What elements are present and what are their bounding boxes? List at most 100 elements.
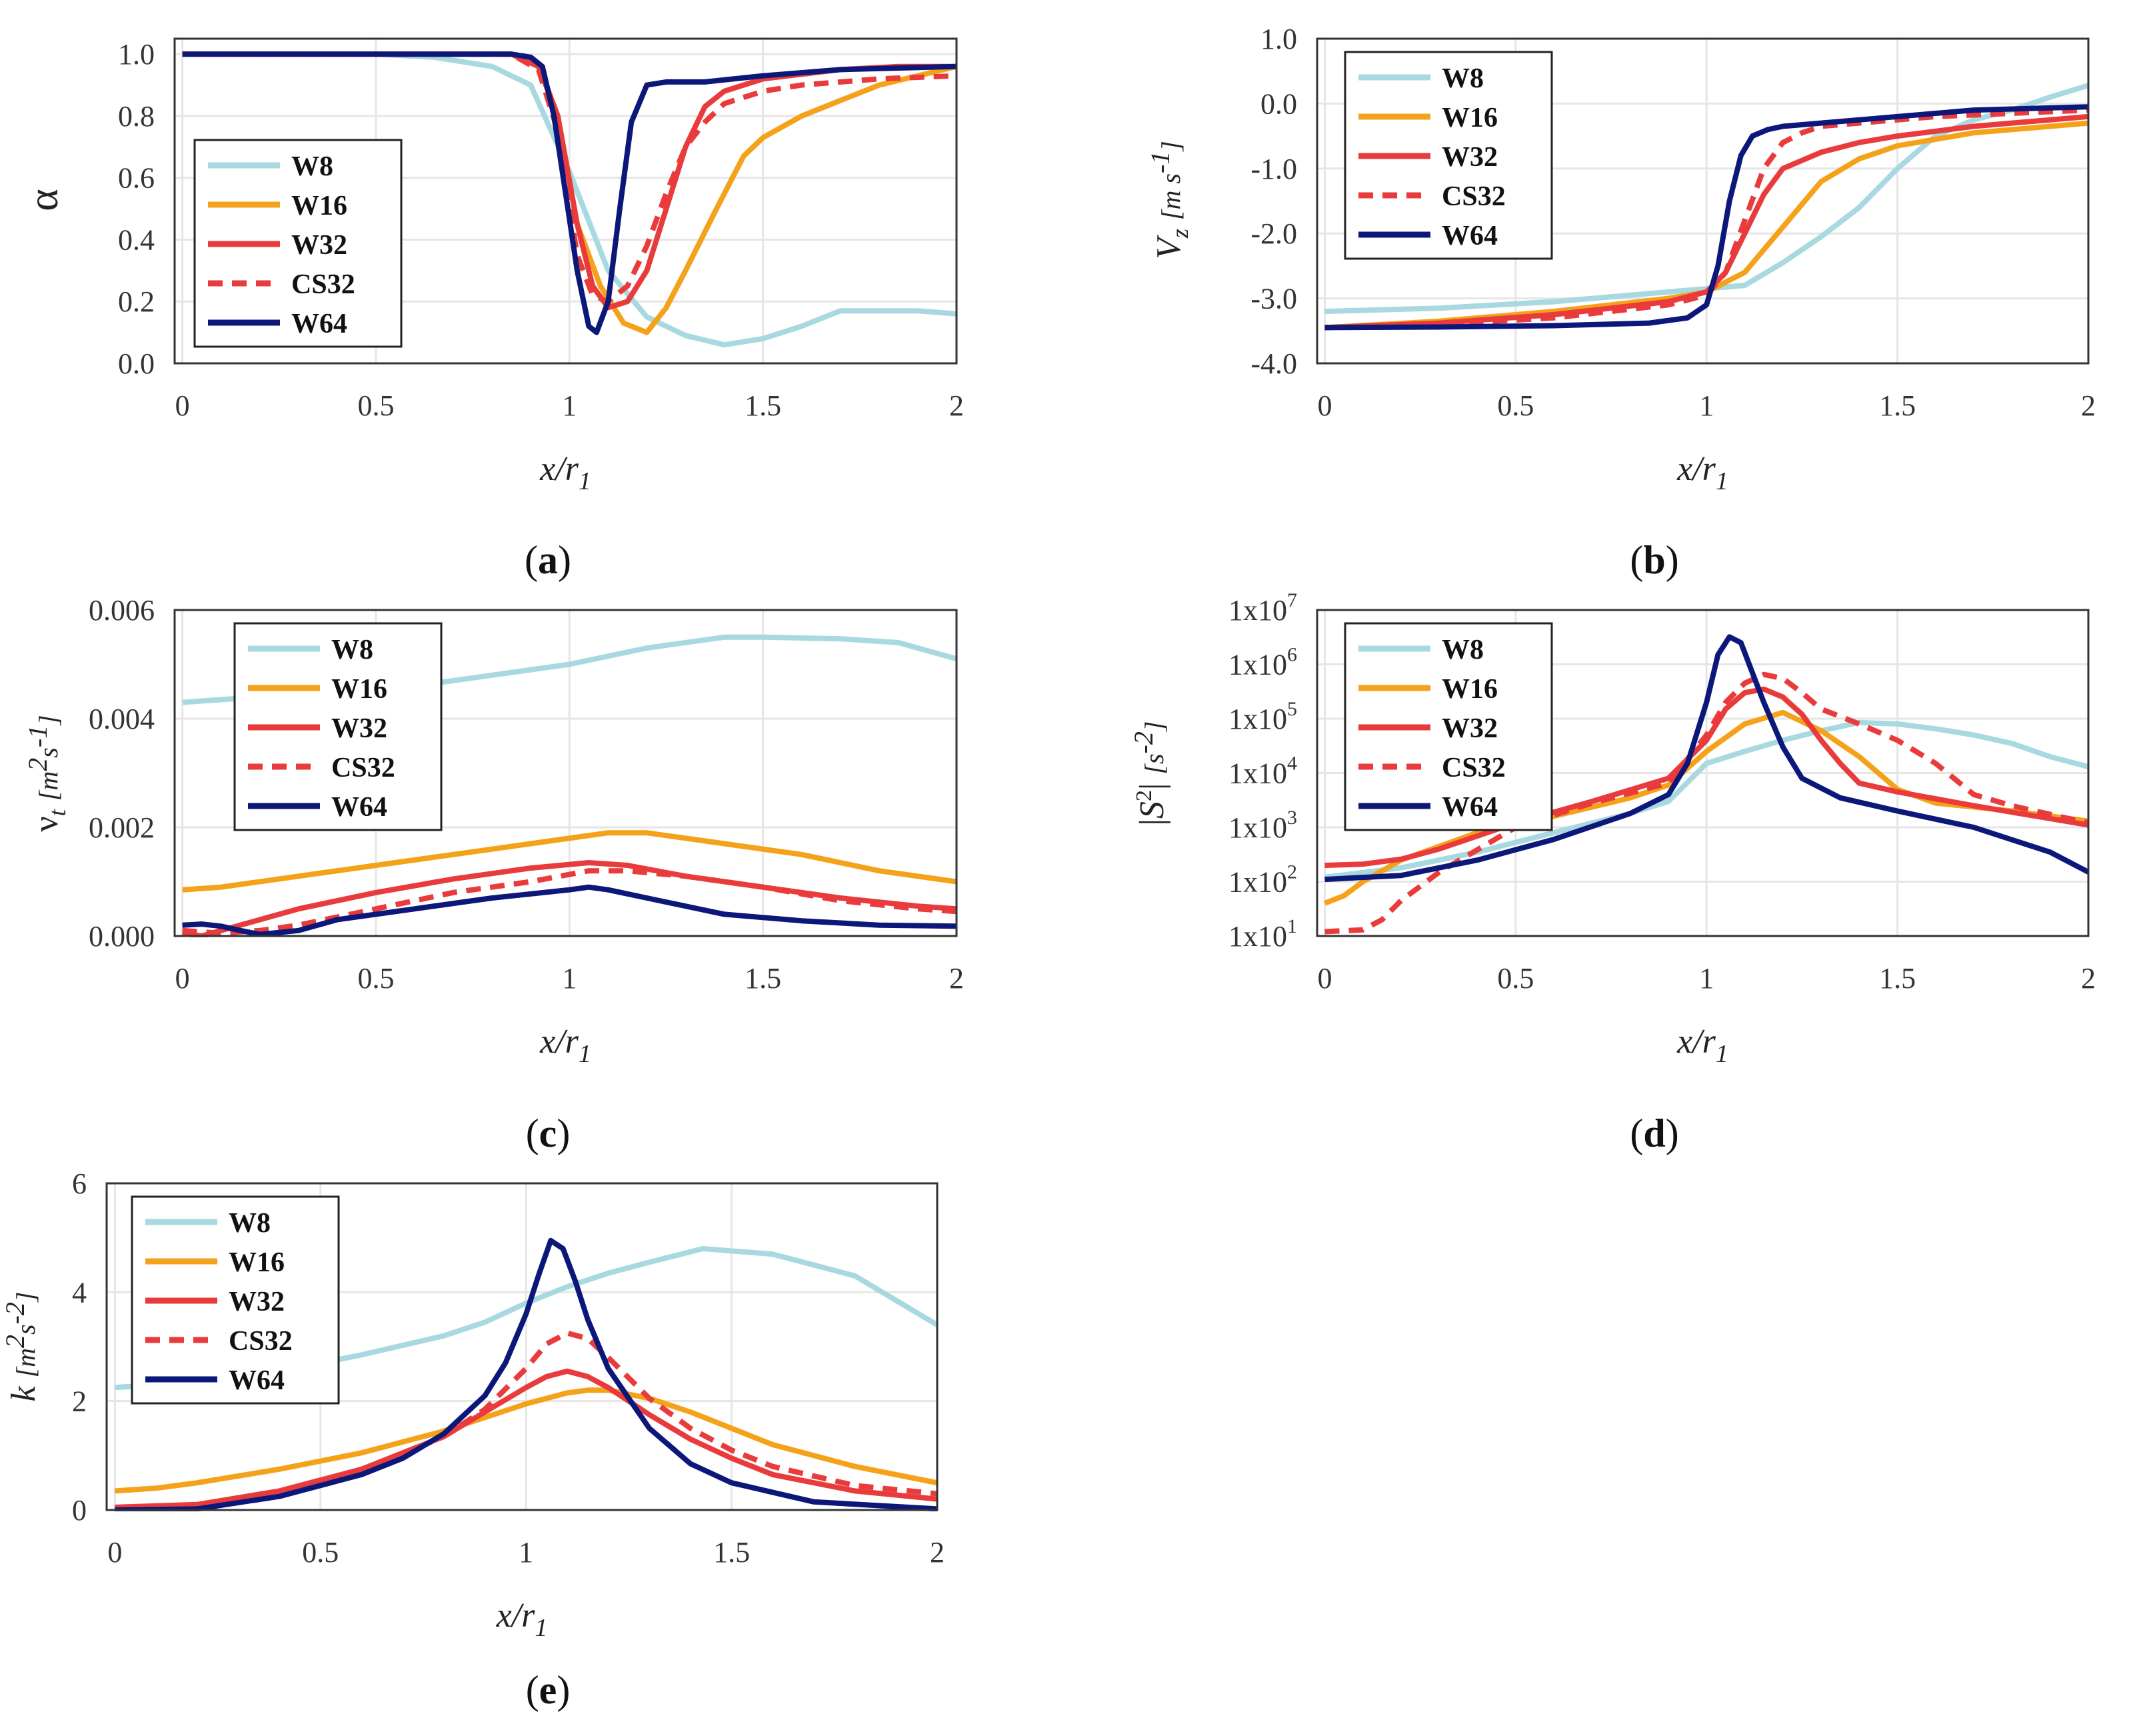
y-tick-label: 0 (72, 1494, 87, 1527)
y-axis-label: k [m2s-2] (0, 1291, 43, 1401)
legend-label-w16: W16 (229, 1247, 285, 1278)
legend-label-w64: W64 (1442, 792, 1498, 823)
panel-c-nut: 0 0.5 1 1.5 2 0.000 0.002 0.004 0.006 x/r1 νt [m2s… (23, 594, 964, 1155)
y-tick-label: 1x107 (1228, 589, 1297, 627)
series-line-w8 (1324, 719, 2088, 880)
legend-label-w32: W32 (1442, 713, 1498, 744)
y-tick-label: 1x103 (1228, 807, 1297, 844)
y-tick-label: -4.0 (1250, 347, 1297, 380)
x-tick-label: 0.5 (357, 962, 394, 995)
x-axis-label: x/r1 (496, 1597, 548, 1642)
legend-label-w16: W16 (1442, 103, 1498, 133)
x-axis-label: x/r1 (1676, 450, 1728, 495)
y-tick-label: 2 (72, 1385, 87, 1418)
panel-b-vz: 0 0.5 1 1.5 2 -4.0 -3.0 -2.0 -1.0 0.0 1.0 x/r1 Vz [m… (1145, 23, 2096, 582)
x-tick-label: 0 (107, 1536, 122, 1569)
y-tick-label: 4 (72, 1276, 87, 1309)
legend-label-w8: W8 (331, 635, 373, 665)
x-axis-label: x/r1 (539, 450, 591, 495)
series-line-w16 (115, 1387, 937, 1494)
legend-label-w32: W32 (291, 230, 347, 261)
series-line-w64 (1324, 634, 2088, 883)
x-tick-label: 1 (1699, 962, 1714, 995)
series-group (1324, 83, 2088, 331)
x-tick-label: 2 (930, 1536, 945, 1569)
plot-frame (105, 1182, 939, 1511)
series-line-cs32 (182, 51, 957, 305)
series-group (1324, 634, 2088, 935)
legend-label-cs32: CS32 (291, 269, 355, 300)
y-tick-label: 1.0 (118, 38, 155, 71)
legend: W8 W16 W32 CS32 W64 (131, 1195, 340, 1405)
plot-frame (173, 609, 958, 937)
legend-label-w32: W32 (229, 1287, 285, 1317)
legend: W8 W16 W32 CS32 W64 (1344, 622, 1553, 831)
x-tick-label: 2 (949, 962, 964, 995)
legend-label-w32: W32 (1442, 142, 1498, 173)
x-tick-label: 2 (2081, 389, 2096, 422)
x-tick-label: 0 (1317, 962, 1332, 995)
legend: W8 W16 W32 CS32 W64 (1344, 51, 1553, 260)
y-tick-label: -1.0 (1250, 153, 1297, 185)
panel-caption: (e) (526, 1668, 571, 1712)
series-line-w16 (1324, 120, 2088, 331)
legend-label-cs32: CS32 (1442, 181, 1506, 212)
legend-label-cs32: CS32 (1442, 753, 1506, 783)
legend: W8 W16 W32 CS32 W64 (233, 622, 443, 831)
x-tick-label: 0 (175, 389, 190, 422)
y-tick-label: 1x102 (1228, 861, 1297, 899)
y-tick-label: -3.0 (1250, 283, 1297, 315)
x-tick-label: 0.5 (357, 389, 394, 422)
series-line-cs32 (1324, 671, 2088, 935)
panel-caption: (c) (526, 1111, 571, 1155)
series-line-cs32 (182, 868, 957, 936)
series-line-cs32 (1324, 107, 2088, 331)
legend-label-cs32: CS32 (331, 753, 395, 783)
y-axis-label: α (19, 189, 67, 211)
y-tick-label: 0.6 (118, 162, 155, 195)
x-tick-label: 1.5 (1879, 389, 1916, 422)
plot-frame (1316, 609, 2090, 937)
x-tick-label: 2 (2081, 962, 2096, 995)
y-axis-label: Vz [m s-1] (1145, 141, 1193, 259)
x-tick-label: 0 (175, 962, 190, 995)
y-tick-label: 0.4 (118, 223, 155, 256)
y-tick-label: 1x106 (1228, 644, 1297, 681)
x-tick-label: 0.5 (302, 1536, 339, 1569)
x-axis-label: x/r1 (1676, 1023, 1728, 1068)
y-tick-label: 0.006 (89, 594, 155, 627)
panel-e-k: 0 0.5 1 1.5 2 0 2 4 6 x/r1 k [m2s-2] W8 W16 W32 CS32 W6… (0, 1167, 945, 1712)
series-line-w16 (182, 830, 957, 893)
legend-label-w64: W64 (331, 792, 387, 823)
legend-label-w16: W16 (291, 191, 347, 221)
x-tick-label: 1 (1699, 389, 1714, 422)
legend-label-w8: W8 (1442, 63, 1484, 94)
plot-frame (173, 37, 958, 365)
legend: W8 W16 W32 CS32 W64 (193, 139, 403, 348)
x-tick-label: 1 (519, 1536, 533, 1569)
panel-caption: (b) (1630, 538, 1678, 582)
x-tick-label: 1.5 (713, 1536, 750, 1569)
y-tick-label: 0.004 (89, 703, 155, 735)
x-tick-label: 0.5 (1497, 389, 1534, 422)
x-tick-label: 1 (562, 962, 577, 995)
x-tick-label: 0 (1317, 389, 1332, 422)
y-tick-label: -2.0 (1250, 217, 1297, 250)
panel-caption: (a) (525, 538, 571, 582)
y-tick-label: 0.0 (1260, 87, 1297, 120)
y-axis-label: νt [m2s-1] (23, 715, 71, 831)
x-tick-label: 1 (562, 389, 577, 422)
series-line-w8 (182, 51, 957, 348)
legend-label-w8: W8 (291, 151, 333, 182)
series-line-w32 (1324, 113, 2088, 331)
x-tick-label: 0.5 (1497, 962, 1534, 995)
y-tick-label: 0.0 (118, 347, 155, 380)
x-tick-label: 2 (949, 389, 964, 422)
y-tick-label: 0.000 (89, 920, 155, 953)
series-group (182, 51, 957, 348)
panel-caption: (d) (1630, 1111, 1678, 1155)
legend-label-w8: W8 (1442, 635, 1484, 665)
legend-label-w64: W64 (291, 309, 347, 339)
y-axis-label: |S2| [s-2] (1128, 721, 1171, 826)
